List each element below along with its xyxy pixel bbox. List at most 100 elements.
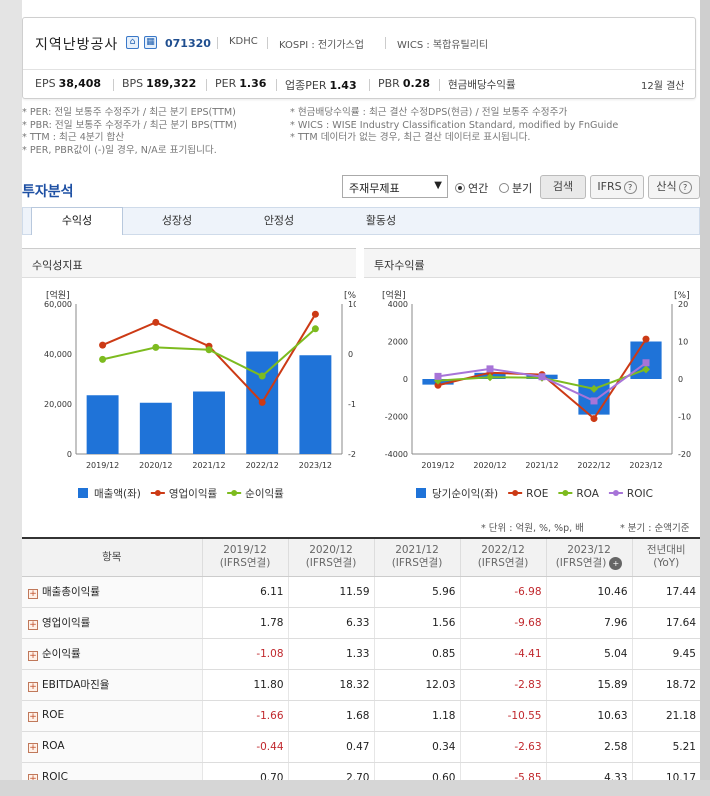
left-axis-label: [억원] — [382, 289, 406, 301]
legend-swatch — [231, 490, 238, 496]
radio-quarter[interactable]: 분기 — [499, 180, 532, 196]
table-cell: 1.78 — [202, 607, 289, 639]
table-cell: 5.04 — [546, 638, 633, 670]
expand-plus-icon[interactable]: + — [28, 712, 38, 722]
row-label: 매출총이익률 — [42, 586, 100, 598]
row-label: ROA — [42, 740, 65, 752]
settle-month: 12월 결산 — [641, 81, 685, 92]
col-header: 2022/12 (IFRS연결) — [460, 537, 547, 577]
legend-swatch — [154, 490, 161, 496]
point — [486, 365, 494, 373]
left-tick-label: 20,000 — [44, 400, 72, 409]
left-tick-label: 4000 — [388, 300, 408, 309]
building-icon[interactable]: ▦ — [144, 36, 157, 49]
table-cell: 21.18 — [632, 700, 700, 732]
table-cell: 6.11 — [202, 576, 289, 608]
panel-title-right: 투자수익률 — [364, 248, 700, 278]
tag-market: KOSPI : 전기가스업 — [279, 40, 364, 51]
search-button[interactable]: 검색 — [540, 175, 586, 199]
tag-kdhc: KDHC — [229, 36, 258, 47]
table-cell: 7.96 — [546, 607, 633, 639]
section-title: 투자분석 — [22, 184, 74, 200]
point — [590, 415, 598, 423]
tab-profitability[interactable]: 수익성 — [31, 207, 123, 235]
metric-pbr: PBR 0.28 — [378, 77, 430, 90]
point — [258, 398, 266, 406]
point — [152, 318, 160, 326]
table-cell: -0.44 — [202, 731, 289, 763]
expand-plus-icon[interactable]: + — [28, 682, 38, 692]
tag-wics: WICS : 복합유틸리티 — [397, 40, 489, 51]
legend-swatch — [562, 490, 569, 496]
point — [590, 384, 598, 393]
company-header-card: 지역난방공사 ⌂ ▦ 071320 KDHC KOSPI : 전기가스업 WIC… — [22, 17, 696, 99]
formula-button[interactable]: 산식? — [648, 175, 700, 199]
col-header: 2023/12 (IFRS연결) + — [546, 537, 633, 577]
point — [99, 341, 107, 349]
right-axis-label: [%] — [674, 291, 690, 301]
left-tick-label: -4000 — [385, 450, 408, 459]
point — [538, 373, 546, 381]
ifrs-button[interactable]: IFRS? — [590, 175, 644, 199]
bar — [86, 395, 119, 454]
x-tick-label: 2023/12 — [299, 461, 332, 470]
left-tick-label: 40,000 — [44, 350, 72, 359]
table-cell: -1.66 — [202, 700, 289, 732]
help-icon: ? — [623, 181, 637, 194]
tab-growth[interactable]: 성장성 — [161, 214, 193, 227]
legend-label: ROIC — [627, 488, 653, 500]
left-gutter — [0, 0, 22, 796]
col-header: 2020/12 (IFRS연결) — [288, 537, 375, 577]
table-cell: 10.63 — [546, 700, 633, 732]
return-chart: [억원] [%] 4000 2000 0 -2000 -4000 20 10 0 -10 -20 201… — [382, 289, 691, 500]
home-icon[interactable]: ⌂ — [126, 36, 139, 49]
panel-title-left: 수익성지표 — [22, 248, 356, 278]
table-cell: 2.58 — [546, 731, 633, 763]
x-tick-label: 2019/12 — [86, 461, 119, 470]
unit-caption: * 단위 : 억원, %, %p, 배 — [481, 523, 584, 534]
x-tick-label: 2020/12 — [473, 461, 506, 470]
table-cell: -2.83 — [460, 669, 547, 701]
table-cell: -2.63 — [460, 731, 547, 763]
bottom-bar — [0, 780, 710, 796]
right-tick-label: -20 — [348, 450, 356, 459]
notes-left: * PER: 전일 보통주 수정주가 / 최근 분기 EPS(TTM) * PBR… — [22, 107, 237, 156]
metric-per: PER 1.36 — [215, 77, 267, 90]
row-label: ROE — [42, 709, 65, 721]
metric-eps: EPS 38,408 — [35, 77, 102, 90]
point — [205, 346, 213, 354]
tab-stability[interactable]: 안정성 — [263, 214, 295, 227]
right-tick-label: 10 — [348, 300, 356, 309]
table-cell: 10.46 — [546, 576, 633, 608]
company-name: 지역난방공사 — [35, 37, 119, 53]
expand-plus-icon[interactable]: + — [28, 651, 38, 661]
table-cell: 11.80 — [202, 669, 289, 701]
row-label: 영업이익률 — [42, 617, 91, 629]
right-tick-label: -10 — [348, 400, 356, 409]
tab-activity[interactable]: 활동성 — [365, 214, 397, 227]
profitability-chart: [억원] [%] 60,000 40,000 20,000 0 10 0 -10 -20 2019/… — [44, 289, 356, 500]
legend-label: 순이익률 — [245, 488, 284, 500]
bar — [299, 355, 332, 454]
right-tick-label: -10 — [678, 413, 691, 422]
point — [152, 343, 160, 351]
expand-plus-icon[interactable]: + — [28, 620, 38, 630]
expand-plus-icon[interactable]: + — [28, 743, 38, 753]
radio-annual[interactable]: 연간 — [455, 180, 488, 196]
scrollbar-track[interactable] — [700, 0, 710, 796]
expand-plus-icon[interactable]: + — [28, 589, 38, 599]
right-tick-label: 0 — [678, 375, 683, 384]
point — [434, 372, 442, 380]
row-label: EBITDA마진율 — [42, 679, 110, 691]
x-tick-label: 2023/12 — [629, 461, 662, 470]
table-cell: 12.03 — [374, 669, 461, 701]
plus-circle-icon[interactable]: + — [609, 557, 623, 571]
left-tick-label: 0 — [403, 375, 408, 384]
x-tick-label: 2022/12 — [577, 461, 610, 470]
table-row: + EBITDA마진율 11.80 18.32 12.03 -2.83 15.89 18.72 — [22, 669, 700, 701]
analysis-tabs: 수익성 성장성 안정성 활동성 — [22, 207, 700, 235]
left-tick-label: 0 — [67, 450, 72, 459]
statement-select[interactable]: 주재무제표 ▼ — [342, 175, 448, 198]
table-cell: -6.98 — [460, 576, 547, 608]
point — [434, 376, 442, 385]
